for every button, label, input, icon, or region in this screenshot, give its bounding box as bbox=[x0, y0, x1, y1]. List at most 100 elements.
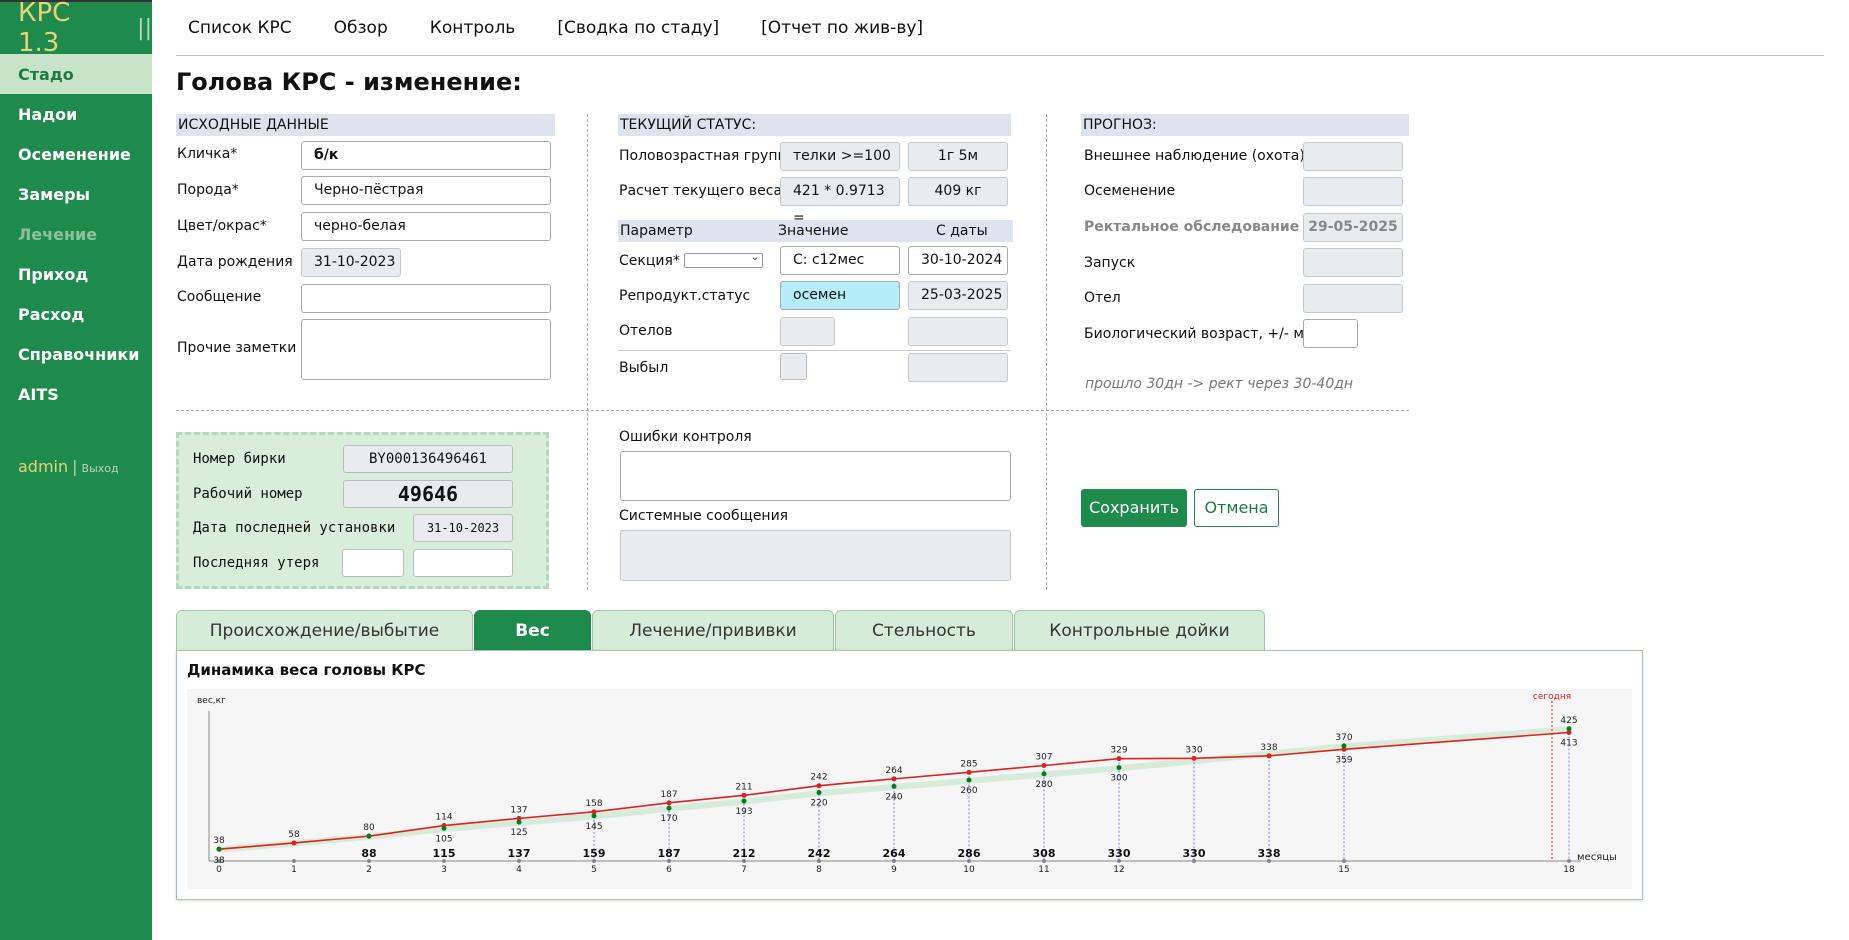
calculated-point bbox=[291, 840, 297, 846]
measured-value-label: 240 bbox=[885, 792, 902, 802]
x-tick-dot bbox=[292, 859, 296, 863]
section-date-input[interactable]: 30-10-2024 bbox=[908, 246, 1008, 275]
y-axis-label: вес,кг bbox=[197, 696, 226, 706]
measured-point bbox=[1566, 726, 1572, 732]
measured-point bbox=[966, 777, 972, 783]
notes-textarea[interactable] bbox=[301, 319, 551, 380]
section-value-input[interactable]: С: с12мес bbox=[780, 246, 900, 275]
tag-number-label: Номер бирки bbox=[193, 451, 286, 467]
cancel-button[interactable]: Отмена bbox=[1194, 489, 1279, 527]
measured-value-label: 145 bbox=[585, 822, 602, 832]
row-divider bbox=[176, 410, 1409, 411]
age-field: 1г 5м bbox=[908, 142, 1008, 171]
calculated-value-label: 114 bbox=[435, 813, 452, 823]
calculated-value-label: 137 bbox=[510, 805, 527, 815]
control-errors-textarea[interactable] bbox=[620, 451, 1011, 501]
brand: КРС 1.3 || bbox=[0, 0, 152, 58]
x-tick-label: 4 bbox=[516, 865, 522, 875]
sidebar-item[interactable]: Справочники bbox=[18, 344, 140, 364]
x-tick-dot bbox=[892, 859, 896, 863]
user-separator: | bbox=[72, 457, 78, 476]
message-label: Сообщение bbox=[177, 289, 262, 305]
color-input[interactable]: черно-белая bbox=[301, 212, 551, 241]
calculated-value-label: 211 bbox=[735, 782, 752, 792]
x-tick-dot bbox=[367, 859, 371, 863]
calvings-date-field bbox=[908, 317, 1008, 346]
measured-value-label: 105 bbox=[435, 834, 452, 844]
topmenu-livestock-report[interactable]: [Отчет по жив-ву] bbox=[761, 17, 924, 38]
measured-value-label: 193 bbox=[735, 807, 752, 817]
birth-date-field: 31-10-2023 bbox=[301, 248, 401, 277]
measured-value-label: 425 bbox=[1560, 716, 1577, 726]
sidebar-item[interactable]: Приход bbox=[18, 264, 89, 284]
calvings-field bbox=[780, 317, 835, 346]
left-herd-checkbox[interactable] bbox=[780, 353, 807, 380]
norm-value-label: 338 bbox=[1258, 847, 1281, 860]
calculated-value-label: 80 bbox=[363, 823, 375, 833]
x-tick-label: 6 bbox=[666, 865, 672, 875]
measured-point bbox=[216, 846, 222, 852]
section-label: Секция* bbox=[619, 253, 680, 269]
last-loss-label: Последняя утеря bbox=[193, 555, 320, 571]
page-title: Голова КРС - изменение: bbox=[176, 68, 522, 96]
today-label: сегодня bbox=[1533, 692, 1571, 702]
calculated-value-label: 264 bbox=[885, 766, 902, 776]
sidebar-collapse-icon[interactable]: || bbox=[137, 15, 152, 41]
norm-band bbox=[219, 726, 1569, 853]
save-button[interactable]: Сохранить bbox=[1081, 489, 1187, 527]
name-label: Кличка* bbox=[177, 146, 238, 162]
section-select[interactable]: ⌄ bbox=[684, 252, 763, 268]
calculated-value-label: 329 bbox=[1110, 746, 1127, 756]
calculated-value-label: 330 bbox=[1185, 745, 1202, 755]
topmenu-cattle-list[interactable]: Список КРС bbox=[188, 17, 292, 38]
tab-control-milking[interactable]: Контрольные дойки bbox=[1014, 610, 1265, 650]
sidebar-item[interactable]: Надои bbox=[18, 104, 78, 124]
sidebar-item[interactable]: Расход bbox=[18, 304, 85, 324]
calculated-point bbox=[666, 800, 672, 806]
topmenu-overview[interactable]: Обзор bbox=[333, 17, 388, 38]
message-input[interactable] bbox=[301, 284, 551, 313]
sidebar-item[interactable]: Замеры bbox=[18, 184, 91, 204]
bio-age-label: Биологический возраст, +/- мес. bbox=[1084, 326, 1325, 342]
sidebar-item[interactable]: AITS bbox=[18, 384, 59, 404]
bio-age-input[interactable] bbox=[1303, 319, 1358, 348]
tab-weight[interactable]: Вес bbox=[474, 610, 591, 650]
name-input[interactable]: б/к bbox=[301, 141, 551, 170]
control-errors-label: Ошибки контроля bbox=[619, 429, 752, 445]
calculated-value-label: 158 bbox=[585, 799, 602, 809]
tab-treatment[interactable]: Лечение/прививки bbox=[592, 610, 834, 650]
norm-value-label: 286 bbox=[958, 847, 981, 860]
x-tick-dot bbox=[1192, 859, 1196, 863]
norm-value-label: 330 bbox=[1183, 847, 1206, 860]
topmenu-herd-summary[interactable]: [Сводка по стаду] bbox=[557, 17, 720, 38]
source-data-header: ИСХОДНЫЕ ДАННЫЕ bbox=[176, 114, 555, 136]
sidebar-user: admin | Выход bbox=[18, 457, 119, 476]
tab-origin[interactable]: Происхождение/выбытие bbox=[176, 610, 473, 650]
forecast-calving-label: Отел bbox=[1084, 290, 1121, 306]
calculated-value-label: 242 bbox=[810, 773, 827, 783]
calculated-point bbox=[891, 776, 897, 782]
rectal-label: Ректальное обследование bbox=[1084, 219, 1300, 235]
work-number-label: Рабочий номер bbox=[193, 486, 303, 502]
username-link[interactable]: admin bbox=[18, 457, 69, 476]
topmenu-control[interactable]: Контроль bbox=[429, 17, 516, 38]
sidebar-item[interactable]: Осеменение bbox=[18, 144, 131, 164]
sidebar-item[interactable]: Стадо bbox=[0, 54, 152, 94]
x-tick-dot bbox=[1042, 859, 1046, 863]
calculated-point bbox=[1566, 730, 1572, 736]
calculated-value-label: 38 bbox=[213, 836, 225, 846]
weight-formula-field: 421 * 0.9713 = bbox=[780, 177, 900, 226]
logout-link[interactable]: Выход bbox=[81, 462, 119, 475]
x-tick-label: 12 bbox=[1113, 865, 1124, 875]
repro-status-field[interactable]: осемен bbox=[780, 281, 900, 310]
tab-pregnancy[interactable]: Стельность bbox=[835, 610, 1013, 650]
color-label: Цвет/окрас* bbox=[177, 218, 267, 234]
norm-value-label: 159 bbox=[583, 847, 606, 860]
x-tick-dot bbox=[517, 859, 521, 863]
last-loss-date-field[interactable] bbox=[413, 549, 513, 577]
breed-input[interactable]: Черно-пёстрая bbox=[301, 176, 551, 205]
last-loss-field[interactable] bbox=[342, 549, 404, 577]
last-install-field: 31-10-2023 bbox=[413, 514, 513, 542]
calculated-value-label: 359 bbox=[1335, 755, 1352, 765]
